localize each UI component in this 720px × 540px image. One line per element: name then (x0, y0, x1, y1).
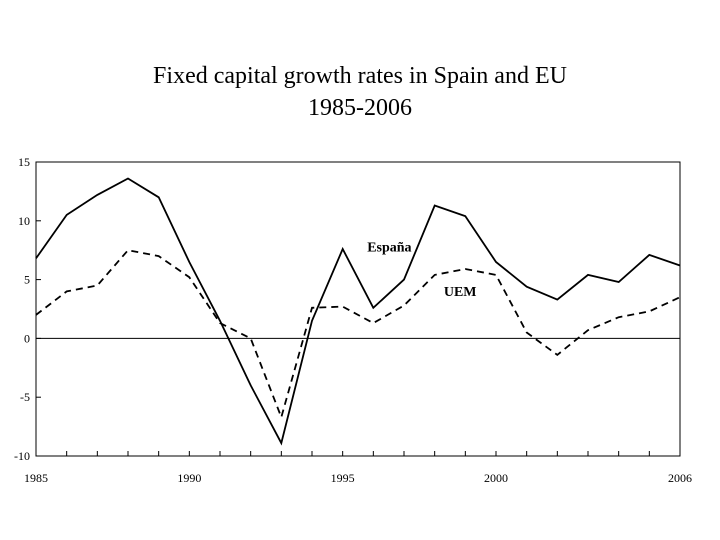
y-tick-label: 0 (24, 331, 30, 345)
axis-ticks: 15 10 5 0 -5 -10 1985 1990 1995 2000 2006 (14, 155, 692, 485)
y-tick-label: -5 (20, 390, 30, 404)
series-label-espana: España (367, 240, 411, 255)
x-tick-label: 1990 (177, 471, 201, 485)
plot-frame (36, 162, 680, 456)
x-tick-label: 1985 (24, 471, 48, 485)
x-tick-label: 1995 (331, 471, 355, 485)
y-tick-label: 10 (18, 214, 30, 228)
series-line-uem (36, 250, 680, 417)
x-tick-label: 2006 (668, 471, 692, 485)
y-tick-label: 5 (24, 273, 30, 287)
x-tick-label: 2000 (484, 471, 508, 485)
series-line-espana (36, 179, 680, 444)
series-lines (36, 179, 680, 444)
series-label-uem: UEM (444, 285, 477, 300)
y-tick-label: -10 (14, 449, 30, 463)
plot-border (36, 162, 680, 456)
y-tick-label: 15 (18, 155, 30, 169)
